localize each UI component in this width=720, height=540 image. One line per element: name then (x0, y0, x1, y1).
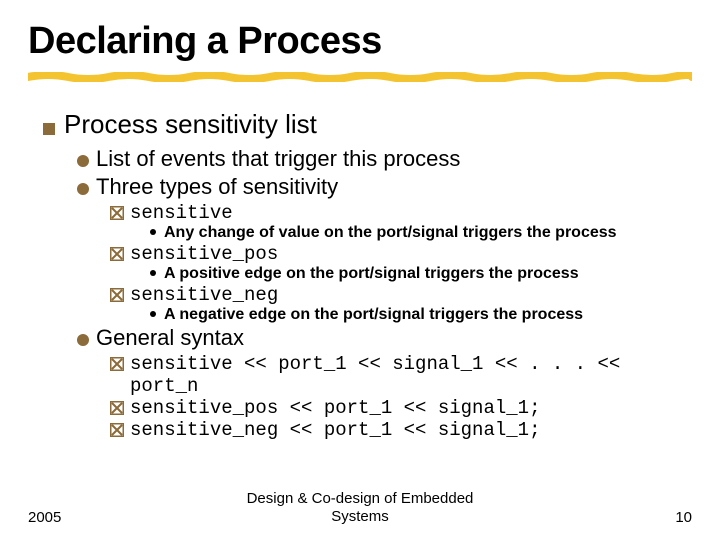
x-bullet-icon (110, 247, 124, 261)
list-item: sensitive (110, 202, 692, 224)
lvl3-text: sensitive_neg << port_1 << signal_1; (130, 419, 540, 441)
lvl3-text: sensitive_neg (130, 284, 278, 306)
lvl1-text: Process sensitivity list (64, 109, 317, 140)
dot-bullet-icon (150, 311, 156, 317)
footer-year: 2005 (28, 509, 61, 526)
lvl2-text: Three types of sensitivity (96, 174, 338, 200)
lvl4-text: A positive edge on the port/signal trigg… (164, 265, 579, 283)
list-item: sensitive << port_1 << signal_1 << . . .… (110, 353, 692, 397)
list-item: sensitive_pos (110, 243, 692, 265)
list-item: sensitive_pos << port_1 << signal_1; (110, 397, 692, 419)
slide: Declaring a Process Process sensitivity … (0, 0, 720, 540)
list-item: General syntax (76, 325, 692, 351)
footer-line2: Systems (247, 508, 474, 526)
footer-line1: Design & Co-design of Embedded (247, 490, 474, 508)
x-bullet-icon (110, 357, 124, 371)
title-underline (28, 69, 692, 87)
list-item: Any change of value on the port/signal t… (150, 224, 692, 242)
circle-bullet-icon (76, 182, 90, 196)
list-item: sensitive_neg (110, 284, 692, 306)
footer-title: Design & Co-design of Embedded Systems (247, 490, 474, 526)
square-bullet-icon (42, 122, 56, 136)
lvl4-text: A negative edge on the port/signal trigg… (164, 306, 583, 324)
dot-bullet-icon (150, 229, 156, 235)
list-item: Three types of sensitivity (76, 174, 692, 200)
lvl3-text: sensitive (130, 202, 233, 224)
lvl3-text: sensitive_pos << port_1 << signal_1; (130, 397, 540, 419)
list-item: sensitive_neg << port_1 << signal_1; (110, 419, 692, 441)
footer: 2005 Design & Co-design of Embedded Syst… (0, 509, 720, 526)
list-item: List of events that trigger this process (76, 146, 692, 172)
content: Process sensitivity list List of events … (28, 109, 692, 441)
x-bullet-icon (110, 401, 124, 415)
lvl4-text: Any change of value on the port/signal t… (164, 224, 617, 242)
circle-bullet-icon (76, 154, 90, 168)
slide-title: Declaring a Process (28, 20, 692, 63)
circle-bullet-icon (76, 333, 90, 347)
lvl2-text: General syntax (96, 325, 244, 351)
list-item: A positive edge on the port/signal trigg… (150, 265, 692, 283)
lvl2-text: List of events that trigger this process (96, 146, 460, 172)
dot-bullet-icon (150, 270, 156, 276)
lvl3-text: sensitive_pos (130, 243, 278, 265)
page-number: 10 (675, 509, 692, 526)
x-bullet-icon (110, 288, 124, 302)
lvl3-text: sensitive << port_1 << signal_1 << . . .… (130, 353, 692, 397)
list-item: Process sensitivity list (42, 109, 692, 140)
x-bullet-icon (110, 423, 124, 437)
x-bullet-icon (110, 206, 124, 220)
list-item: A negative edge on the port/signal trigg… (150, 306, 692, 324)
